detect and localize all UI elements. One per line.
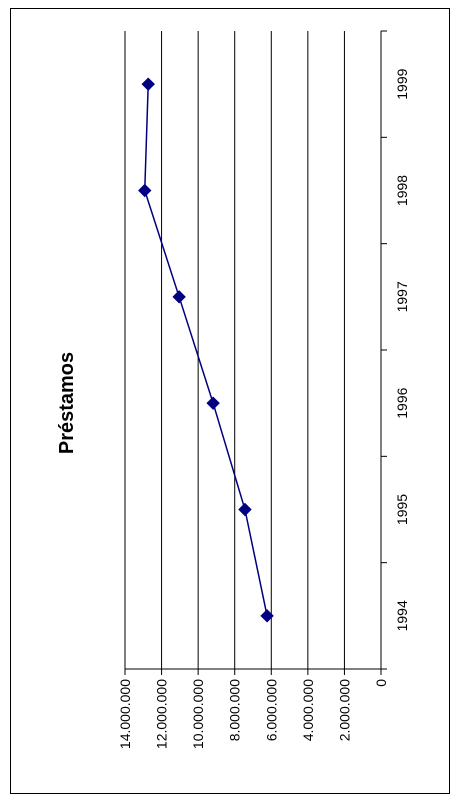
axes [124, 30, 387, 675]
data-point-marker [206, 396, 220, 410]
value-tick-label: 4.000.000 [300, 679, 316, 741]
data-point-marker [238, 502, 252, 517]
value-tick-label: 2.000.000 [336, 679, 352, 741]
value-tick-label: 10.000.000 [190, 679, 206, 749]
data-point-marker [172, 290, 186, 304]
category-tick-label: 1998 [394, 175, 410, 206]
series-line [138, 77, 274, 623]
loans-line-chart: 14.000.000 12.000.000 10.000.000 8.000.000 6… [56, 30, 410, 749]
data-point-marker [141, 77, 155, 91]
tick-labels: 14.000.000 12.000.000 10.000.000 8.000.000 6… [117, 68, 410, 749]
gridlines [124, 31, 345, 669]
data-point-marker [138, 183, 152, 198]
category-tick-label: 1999 [394, 68, 410, 99]
category-tick-label: 1996 [394, 387, 410, 418]
category-tick-label: 1995 [394, 494, 410, 525]
value-tick-label: 8.000.000 [227, 679, 243, 741]
value-tick-label: 0 [373, 679, 389, 687]
data-point-marker [260, 609, 274, 623]
category-tick-label: 1997 [394, 281, 410, 312]
category-tick-label: 1994 [394, 600, 410, 631]
chart-title: Préstamos [56, 352, 78, 454]
value-tick-label: 12.000.000 [154, 679, 170, 749]
value-tick-label: 14.000.000 [117, 679, 133, 749]
value-tick-label: 6.000.000 [263, 679, 279, 741]
chart-frame: 14.000.000 12.000.000 10.000.000 8.000.000 6… [10, 8, 450, 794]
series-line-path [143, 84, 268, 616]
